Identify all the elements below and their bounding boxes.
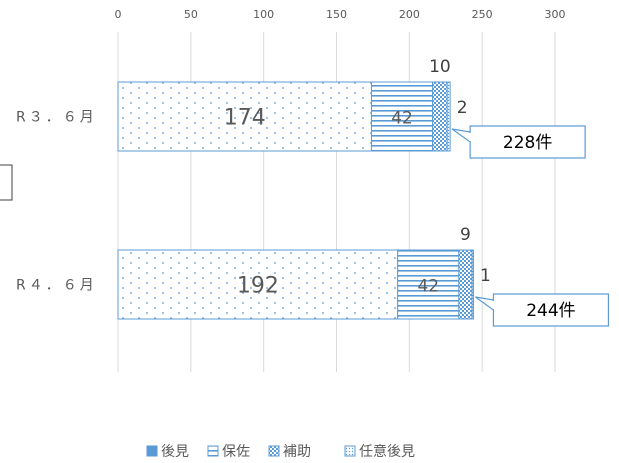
data-labels: 174 42 10 2 192 42 9 1 <box>224 57 491 299</box>
bar-segment <box>432 81 448 152</box>
data-label: 1 <box>480 266 491 286</box>
data-label: 9 <box>460 225 471 245</box>
x-tick-label: 300 <box>545 8 566 21</box>
total-label: 228件 <box>503 133 552 153</box>
x-tick-label: 200 <box>399 8 420 21</box>
callout-box <box>469 125 586 159</box>
callout-pointer <box>451 128 471 144</box>
category-label: R３．６月 <box>16 110 97 126</box>
x-tick-label: 50 <box>184 8 198 21</box>
data-label: 2 <box>457 98 468 118</box>
category-labels: R３．６月 R４．６月 <box>16 110 97 294</box>
data-label: 42 <box>391 109 413 129</box>
legend-swatch <box>207 445 219 457</box>
data-label: 192 <box>237 274 279 299</box>
legend-label: 保佐 <box>222 444 250 460</box>
data-label: 42 <box>417 277 439 297</box>
x-tick-label: 0 <box>115 8 122 21</box>
data-label: 10 <box>429 57 451 77</box>
total-label: 244件 <box>526 301 575 321</box>
bar-segment <box>117 249 399 320</box>
x-axis-ticks: 0 50 100 150 200 250 300 <box>115 8 566 21</box>
bar-segment <box>397 249 460 320</box>
x-tick-label: 150 <box>326 8 347 21</box>
x-tick-label: 250 <box>472 8 493 21</box>
legend-swatch <box>146 445 158 457</box>
bar-segment <box>117 81 372 152</box>
legend: 後見 保佐 補助 任意後見 <box>146 443 415 460</box>
legend-label: 補助 <box>283 444 311 460</box>
legend-label: 任意後見 <box>359 443 415 460</box>
partial-frame <box>0 164 13 201</box>
callout-pointer <box>475 296 495 312</box>
bar-segment <box>471 249 474 320</box>
legend-swatch <box>344 445 356 457</box>
category-label: R４．６月 <box>16 278 97 294</box>
bar-segment <box>446 81 451 152</box>
bars <box>117 81 474 320</box>
bar-segment <box>458 249 473 320</box>
bar-segment <box>370 81 434 152</box>
data-label: 174 <box>224 106 266 131</box>
x-tick-label: 100 <box>253 8 274 21</box>
legend-label: 後見 <box>161 444 189 460</box>
legend-swatch <box>268 445 280 457</box>
callout-box <box>492 293 610 327</box>
total-callouts: 228件 244件 <box>451 125 610 327</box>
